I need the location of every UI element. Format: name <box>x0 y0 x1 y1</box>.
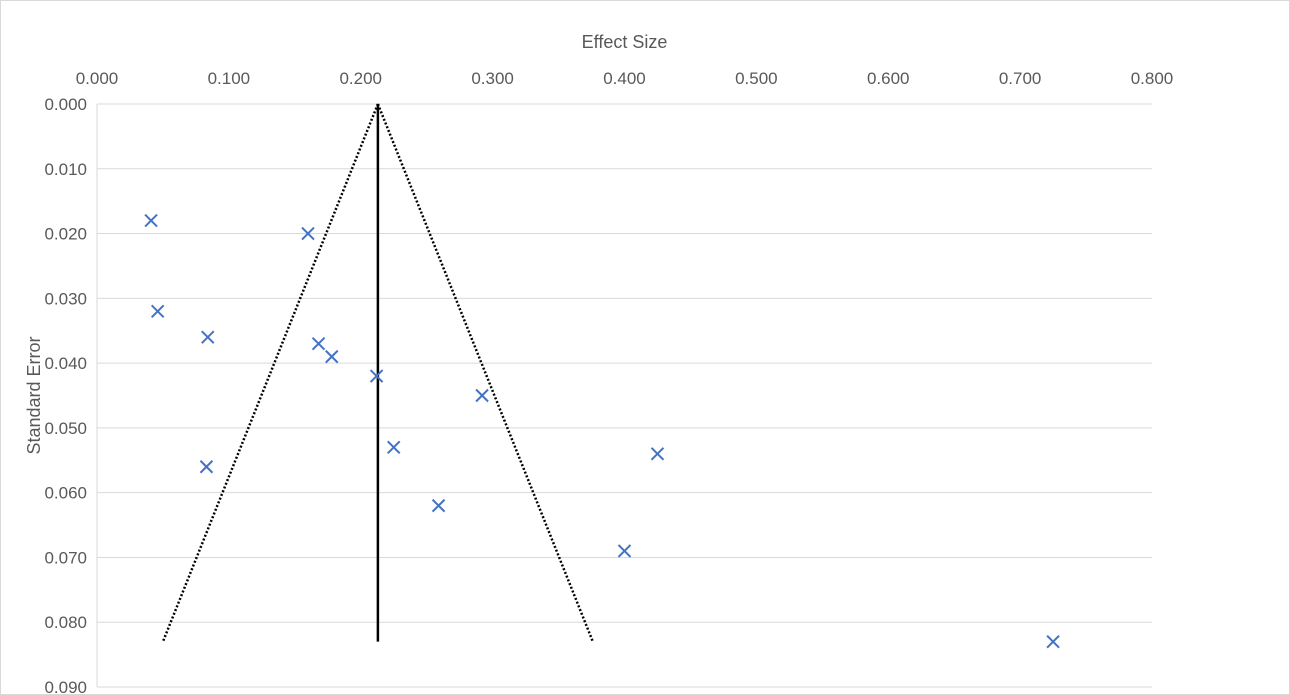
y-tick-label-9: 0.090 <box>44 678 87 695</box>
data-point-9 <box>650 447 665 461</box>
data-point-13 <box>1046 634 1060 649</box>
x-tick-label-7: 0.700 <box>999 69 1042 88</box>
y-tick-label-6: 0.060 <box>44 484 87 503</box>
x-axis-title: Effect Size <box>582 32 668 52</box>
funnel-left-boundary <box>161 103 380 643</box>
grid-lines <box>96 103 1152 688</box>
y-tick-label-2: 0.020 <box>44 225 87 244</box>
y-axis-title: Standard Error <box>24 336 44 454</box>
data-point-2 <box>150 304 165 318</box>
data-point-3 <box>201 330 215 344</box>
data-point-0 <box>144 213 158 228</box>
y-tick-labels: 0.000 0.010 0.020 0.030 0.040 0.050 0.060 0.070… <box>44 95 87 695</box>
data-point-5 <box>325 349 339 364</box>
data-point-4 <box>311 336 326 351</box>
y-tick-label-8: 0.080 <box>44 613 87 632</box>
x-tick-label-0: 0.000 <box>76 69 119 88</box>
data-point-7 <box>475 388 489 403</box>
x-tick-label-3: 0.300 <box>471 69 514 88</box>
x-tick-label-4: 0.400 <box>603 69 646 88</box>
x-tick-label-2: 0.200 <box>339 69 382 88</box>
funnel-lines <box>161 103 595 643</box>
data-point-12 <box>617 544 632 558</box>
x-tick-label-6: 0.600 <box>867 69 910 88</box>
data-points <box>144 213 1060 649</box>
y-tick-label-3: 0.030 <box>44 289 87 308</box>
x-tick-label-5: 0.500 <box>735 69 778 88</box>
x-tick-label-8: 0.800 <box>1131 69 1174 88</box>
data-point-8 <box>387 440 401 455</box>
data-point-1 <box>301 226 315 241</box>
data-point-6 <box>369 369 384 383</box>
x-tick-labels: 0.000 0.100 0.200 0.300 0.400 0.500 0.600 0.700… <box>76 69 1174 88</box>
y-tick-label-1: 0.010 <box>44 160 87 179</box>
data-point-11 <box>431 498 446 513</box>
y-tick-label-4: 0.040 <box>44 354 87 373</box>
y-tick-label-0: 0.000 <box>44 95 87 114</box>
x-tick-label-1: 0.100 <box>208 69 251 88</box>
y-tick-label-5: 0.050 <box>44 419 87 438</box>
data-point-10 <box>199 460 214 474</box>
funnel-right-boundary <box>376 103 595 643</box>
y-tick-label-7: 0.070 <box>44 548 87 567</box>
